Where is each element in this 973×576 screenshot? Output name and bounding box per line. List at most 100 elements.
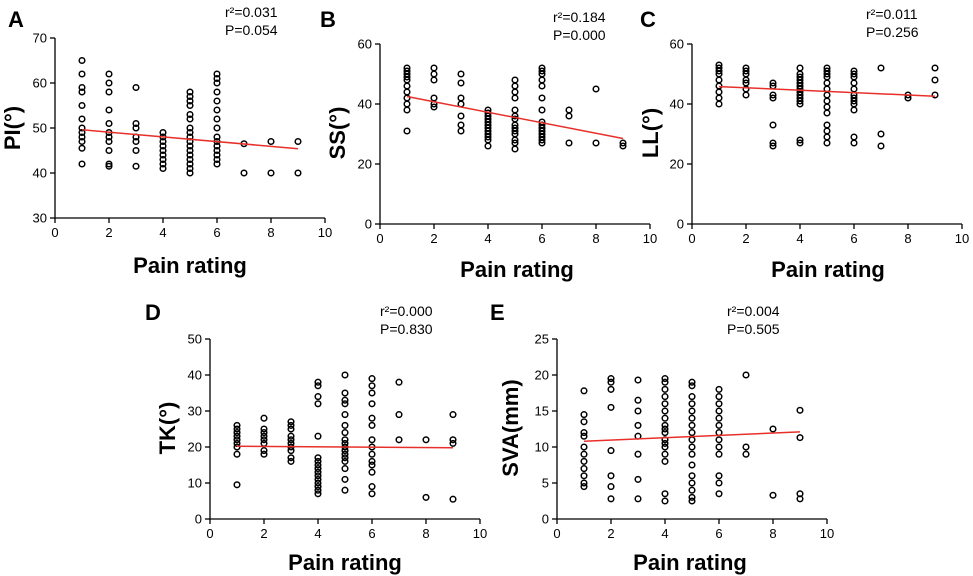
panel-c-data-point — [769, 142, 777, 150]
panel-d-data-point — [314, 475, 322, 483]
panel-d-x-tick-label: 4 — [314, 526, 321, 541]
panel-e-r2: r²=0.004 — [727, 303, 780, 319]
panel-e-data-point — [580, 411, 588, 419]
panel-c-data-point — [850, 67, 858, 75]
panel-b-x-label: Pain rating — [460, 257, 574, 282]
panel-b-data-point — [403, 94, 411, 102]
panel-d-data-point — [314, 454, 322, 462]
panel-d-data-point — [341, 475, 349, 483]
panel-a-data-point — [78, 128, 86, 137]
panel-b-x-tick-label: 6 — [538, 231, 545, 246]
panel-c-data-point — [850, 106, 858, 114]
panel-a-data-point — [132, 83, 140, 92]
panel-label-c: C — [640, 7, 656, 32]
panel-e: E r²=0.004 P=0.505 SVA(mm) Pain rating 0… — [490, 300, 834, 575]
panel-e-data-point — [688, 407, 696, 415]
panel-e-data-point — [715, 490, 723, 498]
panel-d-data-point — [260, 436, 268, 444]
panel-d-data-point — [341, 411, 349, 419]
panel-b-data-point — [511, 115, 519, 123]
panel-d-data-point — [368, 468, 376, 476]
panel-c-p-value: P=0.256 — [866, 24, 919, 40]
panel-e-p-value: P=0.505 — [727, 321, 780, 337]
panel-d-y-tick-label: 30 — [188, 404, 202, 419]
panel-d-data-point — [260, 450, 268, 458]
panel-c-data-point — [715, 94, 723, 102]
panel-a-x-tick-label: 2 — [105, 225, 112, 240]
panel-a-data-point — [213, 146, 221, 155]
panel-b-data-point — [403, 67, 411, 75]
panel-a-data-point — [186, 169, 194, 177]
panel-c-data-point — [931, 91, 939, 99]
panel-label-d: D — [145, 300, 161, 325]
panel-e-data-point — [607, 378, 615, 386]
panel-e-data-point — [580, 432, 588, 440]
panel-b-data-point — [538, 64, 546, 72]
panel-b-data-point — [511, 106, 519, 114]
panel-d-y-tick-label: 40 — [188, 368, 202, 383]
panel-e-data-point — [715, 443, 723, 451]
panel-a-r2: r²=0.031 — [225, 4, 278, 20]
panel-d-data-point — [287, 425, 295, 433]
panel-c-y-tick-label: 60 — [670, 37, 684, 52]
panel-c: C r²=0.011 P=0.256 LL(°) Pain rating 0 2 4… — [638, 6, 969, 282]
panel-b-data-point — [403, 64, 411, 72]
panel-b-data-point — [538, 106, 546, 114]
panel-e-data-point — [580, 465, 588, 473]
panel-d-data-point — [341, 396, 349, 404]
panel-d-data-point — [368, 414, 376, 422]
panel-e-data-point — [715, 393, 723, 401]
panel-b-plot: 0 2 4 6 8 10 0 20 40 60 — [358, 37, 658, 247]
panel-e-data-point — [742, 450, 750, 458]
panel-c-data-point — [823, 97, 831, 105]
panel-d-data-point — [368, 382, 376, 390]
panel-e-x-tick-label: 6 — [715, 526, 722, 541]
panel-a-data-point — [132, 146, 140, 155]
panel-a-data-point — [105, 146, 113, 155]
panel-e-data-point — [688, 472, 696, 480]
panel-c-data-point — [715, 61, 723, 69]
panel-c-plot: 0 2 4 6 8 10 0 20 40 60 — [670, 37, 970, 247]
panel-e-data-point — [688, 393, 696, 401]
panel-a-data-point — [159, 164, 167, 173]
panel-a-data-point — [78, 88, 86, 96]
panel-d-data-point — [341, 371, 349, 379]
panel-e-data-point — [661, 497, 669, 505]
panel-d-data-point — [314, 468, 322, 476]
panel-a-data-point — [78, 133, 86, 141]
panel-c-x-label: Pain rating — [771, 257, 885, 282]
panel-b-data-point — [403, 127, 411, 135]
panel-d-data-point — [314, 432, 322, 440]
panel-d-data-point — [233, 432, 241, 440]
panel-c-data-point — [850, 139, 858, 147]
panel-e-data-point — [607, 495, 615, 503]
panel-b-data-point — [511, 94, 519, 102]
panel-d-data-point — [422, 436, 430, 444]
panel-d-data-point — [287, 457, 295, 465]
panel-c-y-tick-label: 0 — [677, 217, 684, 232]
panel-a-data-point — [186, 88, 194, 96]
panel-a-plot: 0 2 4 6 8 10 30 40 50 60 70 — [33, 31, 333, 241]
panel-e-data-point — [688, 443, 696, 451]
panel-e-y-tick-label: 0 — [542, 512, 549, 527]
panel-a-data-point — [105, 88, 113, 96]
panel-e-data-point — [607, 385, 615, 393]
panel-b-data-point — [538, 76, 546, 84]
panel-b-y-tick-label: 60 — [358, 37, 372, 52]
panel-b-data-point — [457, 94, 465, 102]
panel-d-data-point — [314, 472, 322, 480]
panel-e-data-point — [607, 472, 615, 480]
panel-d-data-point — [314, 461, 322, 469]
panel-d-data-point — [233, 436, 241, 444]
panel-a-data-point — [213, 142, 221, 150]
panel-b-x-tick-label: 2 — [430, 231, 437, 246]
panel-d-data-point — [341, 400, 349, 408]
panel-e-data-point — [661, 439, 669, 447]
panel-e-y-tick-label: 5 — [542, 476, 549, 491]
panel-a-data-point — [213, 74, 221, 83]
panel-d-data-point — [368, 450, 376, 458]
panel-a-data-point — [105, 79, 113, 87]
panel-d-data-point — [341, 389, 349, 397]
panel-c-x-tick-label: 8 — [904, 231, 911, 246]
panel-a-data-point — [78, 56, 86, 65]
